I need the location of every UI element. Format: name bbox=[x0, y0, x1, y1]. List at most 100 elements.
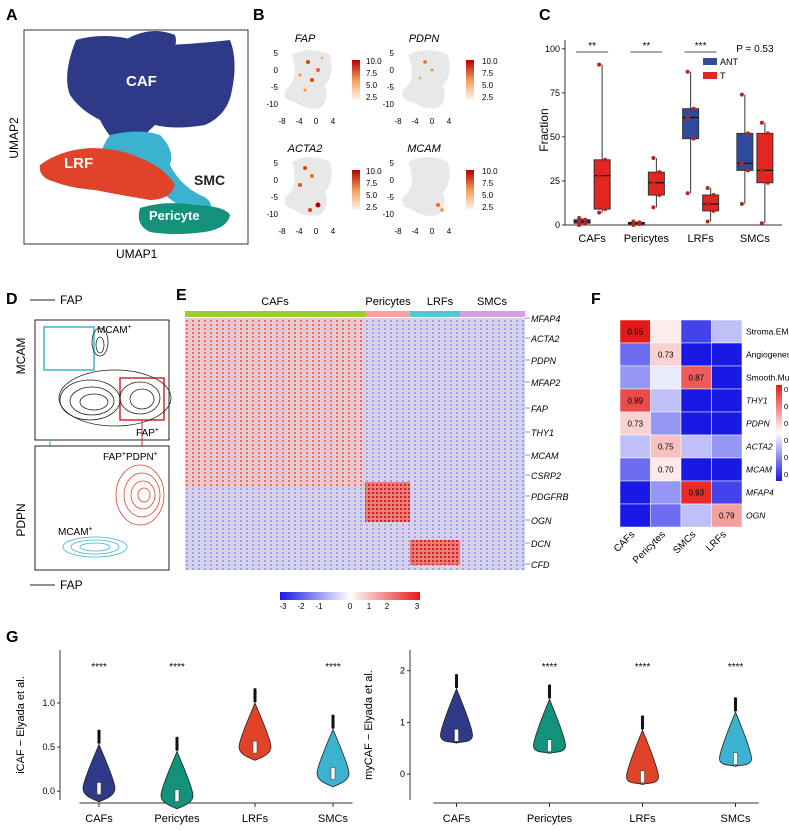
y-tick-label: 5 bbox=[390, 159, 395, 168]
panel-letter-g: G bbox=[6, 629, 18, 646]
data-point bbox=[759, 168, 764, 173]
data-point bbox=[705, 186, 710, 190]
data-point bbox=[577, 223, 582, 227]
panel-a-umap: CAF LRF SMC Pericyte UMAP1 UMAP2 bbox=[7, 29, 249, 261]
violin-smcs bbox=[719, 710, 752, 767]
outlier-point bbox=[331, 714, 335, 718]
signature-column-label: LRFs bbox=[704, 529, 729, 554]
signature-column-label: Pericytes bbox=[631, 529, 668, 566]
gate-label-fap-pdpn: FAP+PDPN+ bbox=[103, 451, 158, 463]
outlier-point bbox=[640, 715, 645, 719]
panel-g-violins: iCAF − Elyada et al. 0.0 0.5 1.0 CAFs **** Per… bbox=[15, 650, 759, 825]
outlier-point bbox=[97, 738, 101, 742]
cell-value-label: 0.75 bbox=[658, 443, 674, 452]
p-value-label: P = 0.53 bbox=[736, 44, 774, 55]
heatmap-cell bbox=[650, 365, 682, 390]
y-tick-label: 0 bbox=[390, 66, 395, 75]
data-point bbox=[705, 219, 710, 224]
data-point bbox=[597, 210, 602, 215]
violin-category-label: SMCs bbox=[721, 813, 751, 825]
group-bar-pericytes bbox=[365, 311, 410, 317]
outlier-point bbox=[253, 694, 257, 698]
outlier-point bbox=[640, 726, 645, 730]
data-point bbox=[577, 219, 582, 224]
heatmap-cell bbox=[711, 365, 743, 390]
gene-label: ACTA2 bbox=[530, 334, 559, 344]
cell-value-label: 0.93 bbox=[688, 489, 704, 498]
colorbar-tick-label: 7.5 bbox=[366, 179, 378, 188]
data-point bbox=[597, 173, 602, 178]
flow-bottom-xlabel: FAP bbox=[60, 578, 83, 592]
outlier-point bbox=[454, 678, 459, 682]
colorbar-tick-label: 10.0 bbox=[482, 57, 498, 66]
heatmap-cell bbox=[680, 388, 712, 413]
heatmap-cell bbox=[650, 480, 682, 505]
violin-ylabel: myCAF − Elyada et al. bbox=[363, 670, 375, 780]
cell-value-label: 0.79 bbox=[719, 512, 735, 521]
outlier-point bbox=[640, 724, 645, 728]
signature-row-label: Angiogenesis bbox=[746, 350, 789, 360]
heatmap-cell bbox=[711, 457, 743, 482]
outlier-point bbox=[175, 738, 179, 743]
y-tick-label: 0 bbox=[274, 66, 279, 75]
outlier-point bbox=[454, 676, 459, 680]
colorbar-tick-label: 2 bbox=[385, 602, 390, 611]
outlier-point bbox=[733, 697, 738, 701]
outlier-point bbox=[331, 716, 335, 721]
violin-lrfs bbox=[238, 701, 272, 761]
gene-label: CFD bbox=[531, 560, 550, 570]
colorbar-mcam bbox=[466, 170, 474, 210]
feature-plot-mcam: MCAM bbox=[402, 143, 474, 216]
data-point bbox=[705, 201, 710, 206]
heatmap-cell bbox=[711, 503, 743, 528]
significance-label: ** bbox=[588, 41, 596, 52]
violin-lrfs bbox=[626, 729, 659, 785]
gene-label: CSRP2 bbox=[531, 471, 561, 481]
outlier-point bbox=[175, 745, 179, 749]
outlier-point bbox=[97, 734, 101, 738]
boxplot-ylabel: Fraction bbox=[537, 108, 551, 151]
heatmap-cell bbox=[650, 503, 682, 528]
umap-xlabel: UMAP1 bbox=[116, 247, 158, 261]
colorbar-tick-label: 10.0 bbox=[366, 57, 382, 66]
outlier-point bbox=[331, 725, 335, 729]
colorbar-tick-label: 5.0 bbox=[482, 191, 494, 200]
panel-f-heatmap: 0.95 Stroma.EMT.TGFβ 0.73 Angiogenesis 0.87 S… bbox=[612, 319, 789, 566]
outlier-point bbox=[454, 673, 459, 678]
violin-pericytes bbox=[533, 698, 566, 754]
colorbar-tick-label: 2.5 bbox=[482, 93, 494, 102]
x-tick-label: 4 bbox=[331, 117, 336, 126]
x-tick-label: 4 bbox=[447, 117, 452, 126]
data-point bbox=[685, 115, 690, 120]
outlier-point bbox=[97, 740, 101, 744]
gate-label-bottom-mcam: MCAM+ bbox=[58, 526, 93, 538]
heatmap-cell bbox=[619, 342, 651, 367]
colorbar-tick-label: 3 bbox=[415, 602, 420, 611]
data-point bbox=[651, 205, 656, 210]
cell-value-label: 0.87 bbox=[688, 374, 704, 383]
box-t bbox=[756, 132, 774, 184]
violin-significance: **** bbox=[169, 662, 185, 673]
outlier-point bbox=[253, 688, 257, 692]
cell-value-label: 0.70 bbox=[658, 466, 674, 475]
y-tick-label: 5 bbox=[390, 49, 395, 58]
cluster-label-smc: SMC bbox=[194, 172, 225, 188]
colorbar-tick-label: 0.9 bbox=[784, 385, 789, 394]
colorbar-tick-label: 0.6 bbox=[784, 436, 789, 445]
violin-median-box bbox=[96, 782, 102, 795]
data-point bbox=[685, 191, 690, 196]
colorbar-tick-label: 5.0 bbox=[366, 191, 378, 200]
legend-label-t: T bbox=[720, 71, 726, 81]
y-tick-label: 0 bbox=[274, 176, 279, 185]
signature-row-label: Stroma.EMT.TGFβ bbox=[746, 327, 789, 337]
cluster-label-lrf: LRF bbox=[64, 155, 93, 172]
heatmap-cell bbox=[650, 319, 682, 344]
colorbar-tick-label: 7.5 bbox=[482, 179, 494, 188]
x-tick-label: 0 bbox=[314, 117, 319, 126]
data-point bbox=[603, 207, 608, 212]
x-tick-label: -8 bbox=[278, 227, 286, 236]
violin-y-tick-label: 0.5 bbox=[42, 742, 55, 752]
violin-category-label: LRFs bbox=[629, 813, 656, 825]
data-point bbox=[657, 170, 662, 175]
violin-category-label: Pericytes bbox=[154, 813, 200, 825]
